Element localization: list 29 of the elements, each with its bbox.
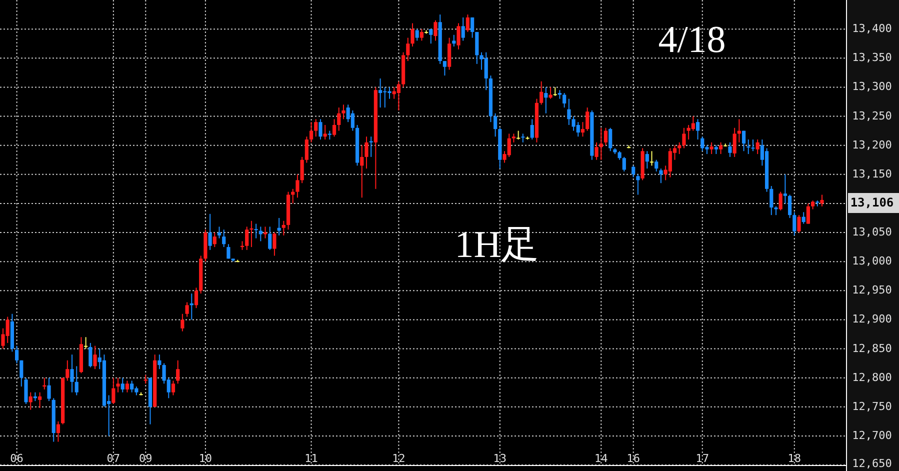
y-tick-label: 13,350	[852, 51, 892, 64]
x-tick-label: 10	[198, 452, 212, 465]
y-tick-label: 13,000	[852, 254, 892, 268]
x-tick-label: 13	[493, 452, 507, 465]
annotation: 4/18	[658, 19, 726, 61]
y-tick-label: 12,700	[852, 428, 892, 442]
y-tick-label: 12,950	[852, 284, 892, 297]
x-tick-label: 12	[392, 452, 406, 465]
y-tick-label: 12,850	[852, 342, 892, 355]
y-tick-label: 13,050	[852, 226, 892, 239]
y-tick-label: 13,150	[852, 167, 892, 180]
y-tick-label: 12,650	[852, 457, 892, 470]
x-tick-label: 09	[139, 452, 152, 465]
x-tick-label: 14	[594, 452, 608, 465]
x-tick-label: 11	[304, 452, 318, 465]
y-tick-label: 13,400	[852, 22, 892, 36]
y-tick-label: 13,200	[852, 138, 892, 152]
x-tick-label: 16	[626, 452, 640, 465]
y-tick-label: 12,900	[852, 312, 892, 326]
x-tick-label: 06	[10, 452, 24, 465]
x-tick-label: 07	[106, 452, 120, 465]
x-tick-label: 17	[696, 452, 709, 465]
text: 13,106	[850, 195, 894, 210]
x-tick-label: 18	[788, 452, 802, 465]
y-tick-label: 13,250	[852, 109, 892, 122]
annotation: 1H足	[454, 224, 540, 266]
y-tick-label: 13,300	[852, 80, 892, 94]
y-tick-label: 12,800	[852, 370, 892, 384]
y-tick-label: 12,750	[852, 400, 892, 413]
